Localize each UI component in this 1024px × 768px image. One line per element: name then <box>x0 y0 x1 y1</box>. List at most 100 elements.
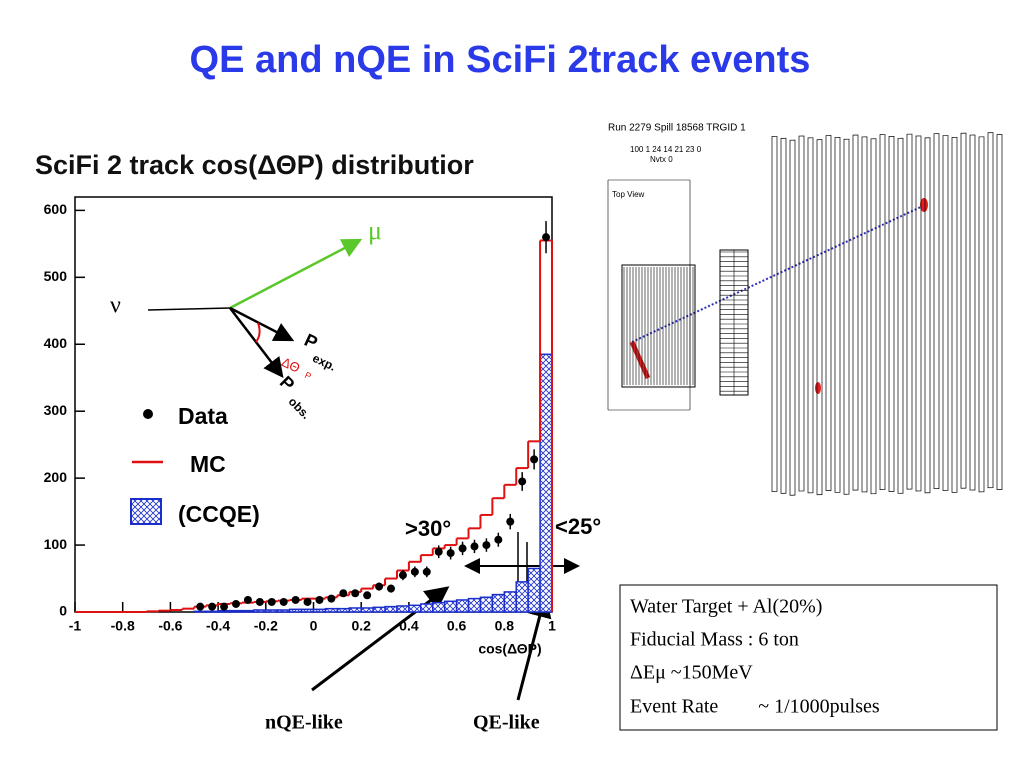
data-point <box>327 594 336 603</box>
data-point <box>303 597 312 606</box>
muon-range-plane <box>951 136 958 493</box>
x-axis-label: cos(ΔΘP) <box>478 641 541 657</box>
x-tick-label: -0.2 <box>254 618 278 634</box>
data-point <box>315 595 324 604</box>
kinematics-sketch <box>147 238 363 378</box>
muon-range-plane <box>861 136 868 493</box>
y-tick-label: 0 <box>59 603 67 619</box>
muon-range-plane <box>978 136 985 493</box>
data-point <box>220 602 229 611</box>
ccqe-bar <box>336 607 351 613</box>
ccqe-bar <box>515 581 529 613</box>
ccqe-bar <box>300 608 315 613</box>
y-tick-label: 200 <box>44 469 68 485</box>
ccqe-bar <box>420 603 434 613</box>
muon-range-plane <box>924 137 931 494</box>
x-tick-label: 0.8 <box>495 618 515 634</box>
data-point <box>410 567 419 576</box>
annotation: ΔΘ <box>279 354 302 375</box>
x-tick-label: -0.6 <box>158 618 182 634</box>
x-tick-label: 0.2 <box>351 618 371 634</box>
x-tick-label: -0.4 <box>206 618 230 634</box>
ccqe-bar <box>265 609 279 613</box>
annotation: exp. <box>310 351 338 374</box>
ccqe-bar <box>312 608 327 613</box>
annotation-arrows <box>311 532 580 701</box>
ccqe-bar <box>193 610 207 613</box>
ccqe-bar <box>217 609 231 613</box>
y-tick-label: 600 <box>44 201 68 217</box>
muon-range-plane <box>807 137 814 494</box>
muon-range-plane <box>879 134 886 490</box>
ccqe-bar <box>455 599 470 613</box>
data-point <box>339 589 348 598</box>
data-point <box>470 542 479 551</box>
ccqe-bar <box>408 604 422 613</box>
ccqe-bar <box>205 610 219 613</box>
data-point <box>231 599 240 608</box>
y-tick-label: 500 <box>44 268 68 284</box>
data-point <box>458 544 467 553</box>
data-point <box>422 567 431 576</box>
muon-range-plane <box>996 134 1003 490</box>
ccqe-bar <box>432 601 446 613</box>
info-box <box>619 584 998 731</box>
ccqe-bar <box>241 609 255 613</box>
data-point <box>291 595 300 604</box>
x-tick-label: 1 <box>548 618 556 634</box>
legend-label: (CCQE) <box>178 501 260 527</box>
x-tick-label: 0.4 <box>399 618 419 634</box>
x-tick-label: -0.8 <box>111 618 135 634</box>
ccqe-bar <box>229 609 243 613</box>
data-point <box>530 455 539 464</box>
x-tick-label: 0 <box>310 618 318 634</box>
muon-range-plane <box>960 132 967 489</box>
plot-frame <box>74 196 553 613</box>
annotation: <25° <box>555 514 601 539</box>
muon-range-plane <box>969 134 976 491</box>
muon-range-plane <box>798 135 805 492</box>
data-point <box>542 233 551 242</box>
muon-range-plane <box>888 136 895 492</box>
annotation: P <box>276 372 299 395</box>
info-line: Water Target + Al(20%) <box>630 596 822 618</box>
ccqe-bar <box>288 608 303 613</box>
data-point <box>375 582 384 591</box>
data-point <box>279 597 288 606</box>
legend-label: Data <box>178 403 228 429</box>
ccqe-bar <box>324 607 339 613</box>
y-tick-label: 300 <box>44 402 68 418</box>
y-tick-label: 100 <box>44 536 68 552</box>
muon-range-plane <box>987 132 994 489</box>
data-point <box>387 584 396 593</box>
ccqe-bar <box>372 606 386 613</box>
annotation: obs. <box>286 394 313 421</box>
annotation: ν <box>110 293 121 319</box>
event-header: Run 2279 Spill 18568 TRGID 1 <box>608 123 746 134</box>
muon-range-plane <box>942 135 949 491</box>
muon-range-plane <box>897 137 904 494</box>
ccqe-bar <box>443 600 458 613</box>
data-point <box>398 571 407 580</box>
ccqe-bar <box>253 609 267 613</box>
x-tick-label: -1 <box>69 618 82 634</box>
muon-range-plane <box>906 133 913 490</box>
y-tick-label: 400 <box>44 335 68 351</box>
ccqe-bar <box>527 567 541 613</box>
data-point <box>494 535 503 544</box>
ccqe-bar <box>348 607 362 613</box>
annotation: QE-like <box>473 712 540 734</box>
ccqe-bar <box>276 609 291 613</box>
muon-range-plane <box>780 137 787 494</box>
ccqe-bar <box>503 591 517 613</box>
event-info: Nvtx 0 <box>650 155 673 164</box>
view-label: Top View <box>612 190 645 199</box>
muon-range-plane <box>915 135 922 492</box>
ccqe-bar <box>479 596 494 613</box>
muon-range-plane <box>825 135 832 491</box>
muon-range-plane <box>870 138 877 495</box>
muon-range-plane <box>933 133 940 490</box>
muon-range-plane <box>852 134 859 491</box>
chart-title: SciFi 2 track cos(ΔΘP) distributior <box>35 150 474 180</box>
